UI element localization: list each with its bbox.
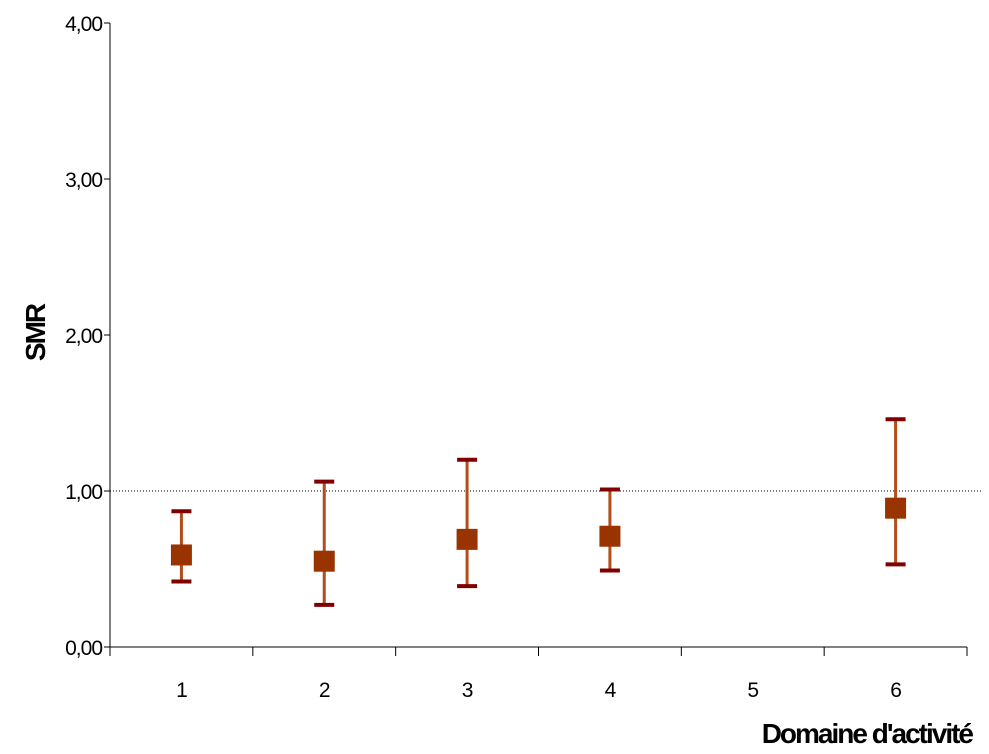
x-tick-label: 5	[747, 679, 758, 702]
x-axis-title: Domaine d'activité	[762, 718, 974, 749]
y-tick-label: 4,00	[65, 13, 102, 36]
data-point-marker	[599, 525, 621, 547]
y-tick-label: 1,00	[65, 481, 102, 504]
y-tick-label: 0,00	[65, 637, 102, 660]
x-tick-label: 2	[319, 679, 330, 702]
y-tick-label: 2,00	[65, 325, 102, 348]
axes: 0,00 1,00 2,00 3,00 4,00 1 2 3 4 5 6	[65, 13, 968, 702]
data-layer	[170, 417, 907, 607]
x-tick-label: 4	[605, 679, 617, 702]
data-point-marker	[456, 528, 478, 550]
data-point-marker	[885, 497, 907, 519]
x-tick-label: 1	[176, 679, 187, 702]
data-point-marker	[313, 550, 335, 572]
y-axis-title: SMR	[20, 303, 51, 361]
y-tick-label: 3,00	[65, 169, 102, 192]
x-tick-label: 6	[890, 679, 901, 702]
x-tick-label: 3	[462, 679, 473, 702]
data-point-marker	[170, 544, 192, 566]
